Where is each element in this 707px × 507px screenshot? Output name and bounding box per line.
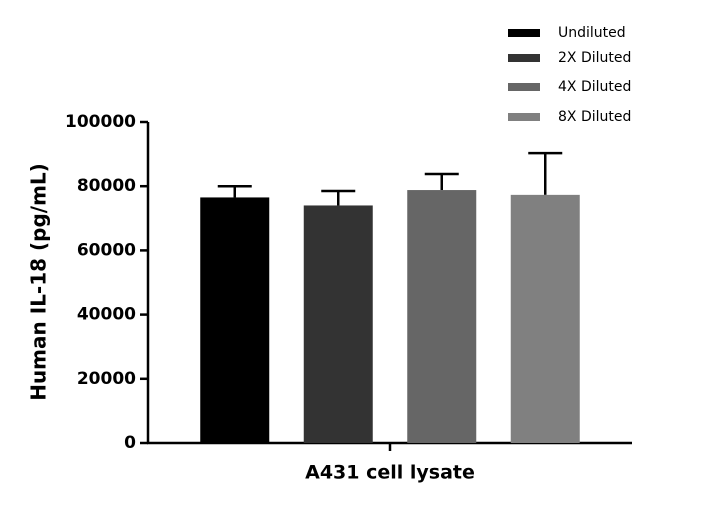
y-tick-label: 60000	[77, 240, 136, 260]
legend-label: 8X Diluted	[558, 109, 631, 125]
bar	[510, 194, 580, 443]
legend-swatch	[508, 54, 540, 62]
legend-label: 2X Diluted	[558, 50, 631, 66]
y-axis-title: Human IL-18 (pg/mL)	[27, 163, 51, 401]
y-tick-label: 100000	[65, 112, 136, 132]
x-tick-label: A431 cell lysate	[305, 462, 475, 484]
y-tick-label: 80000	[77, 176, 136, 196]
legend-swatch	[508, 83, 540, 91]
legend-swatch	[508, 113, 540, 121]
bar	[407, 190, 477, 443]
y-tick-label: 0	[124, 433, 136, 453]
error-bar	[528, 151, 563, 195]
legend-swatch	[508, 29, 540, 37]
error-bar	[321, 189, 356, 206]
legend-label: Undiluted	[558, 25, 626, 41]
error-bar	[424, 172, 459, 191]
y-tick-label: 40000	[77, 305, 136, 325]
legend-label: 4X Diluted	[558, 79, 631, 95]
bar	[303, 205, 373, 443]
y-tick-label: 20000	[77, 369, 136, 389]
error-bar	[217, 184, 252, 198]
bar	[200, 197, 270, 443]
